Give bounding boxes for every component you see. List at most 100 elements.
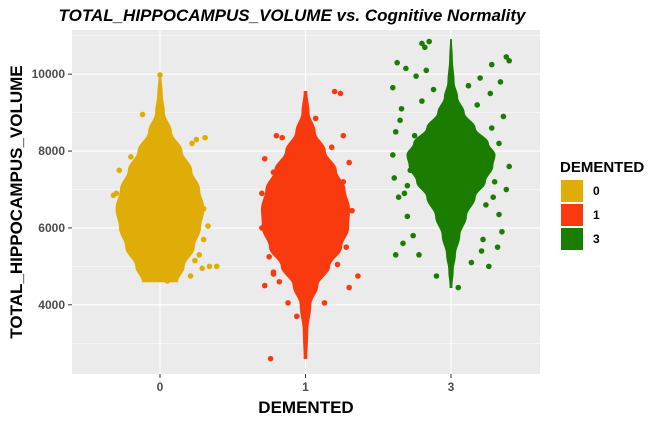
data-point-0	[196, 252, 203, 258]
data-point-0	[110, 192, 117, 199]
data-point-3	[416, 252, 422, 258]
data-point-3	[398, 105, 405, 112]
data-point-0	[213, 263, 220, 270]
data-point-3	[407, 167, 414, 174]
data-point-3	[500, 113, 507, 120]
data-point-3	[506, 163, 512, 170]
y-tick-label: 10000	[32, 67, 66, 81]
data-point-3	[404, 182, 411, 189]
data-point-1	[355, 273, 361, 279]
data-point-3	[496, 211, 502, 218]
data-point-1	[279, 134, 286, 141]
data-point-1	[293, 313, 300, 320]
data-point-1	[349, 207, 355, 214]
legend-label-0: 0	[593, 184, 600, 198]
data-point-1	[340, 132, 347, 139]
data-point-3	[483, 202, 489, 208]
data-point-3	[395, 194, 402, 200]
data-point-0	[200, 236, 207, 243]
data-point-0	[205, 223, 211, 229]
data-point-0	[189, 140, 195, 147]
data-point-0	[199, 265, 205, 272]
data-point-1	[346, 159, 352, 166]
data-point-1	[259, 190, 265, 197]
data-point-0	[157, 72, 163, 78]
data-point-3	[397, 117, 403, 124]
data-point-3	[503, 54, 510, 60]
data-point-1	[273, 132, 280, 139]
data-point-3	[423, 67, 430, 74]
data-point-3	[503, 186, 510, 193]
data-point-1	[331, 88, 338, 95]
data-point-3	[426, 38, 432, 45]
legend-swatch-1	[561, 204, 583, 226]
data-point-1	[334, 261, 341, 268]
data-point-1	[337, 90, 344, 97]
data-point-3	[413, 73, 419, 79]
violin-3	[406, 39, 496, 289]
y-tick-label: 8000	[38, 144, 65, 158]
data-point-0	[192, 257, 198, 264]
data-point-1	[346, 284, 352, 291]
y-axis-ticks: 4000 6000 8000 10000	[32, 67, 72, 312]
data-point-3	[430, 86, 437, 93]
data-point-3	[394, 59, 400, 66]
data-point-3	[491, 179, 498, 185]
data-point-1	[328, 144, 335, 151]
legend-label-1: 1	[593, 208, 600, 222]
data-point-1	[312, 115, 319, 122]
data-point-3	[403, 65, 409, 72]
data-point-3	[490, 194, 496, 200]
legend-swatch-3	[561, 228, 583, 250]
data-point-3	[433, 273, 440, 279]
data-point-3	[486, 263, 492, 270]
data-point-3	[480, 236, 486, 243]
data-point-1	[340, 179, 347, 185]
jitter-points	[110, 38, 512, 362]
data-point-1	[321, 300, 328, 306]
y-tick-label: 4000	[38, 298, 65, 312]
x-tick-label: 3	[448, 380, 455, 394]
data-point-3	[390, 152, 396, 158]
data-point-1	[339, 217, 345, 224]
data-point-3	[506, 57, 512, 64]
data-point-1	[270, 271, 277, 277]
data-point-0	[206, 263, 213, 270]
chart-title: TOTAL_HIPPOCAMPUS_VOLUME vs. Cognitive N…	[59, 6, 527, 25]
y-tick-label: 6000	[38, 221, 65, 235]
data-point-3	[474, 102, 480, 108]
data-point-3	[391, 175, 398, 181]
y-axis-title: TOTAL_HIPPOCAMPUS_VOLUME	[7, 65, 26, 338]
data-point-1	[276, 278, 283, 285]
data-point-1	[331, 186, 338, 193]
data-point-3	[465, 82, 472, 89]
data-point-3	[488, 61, 495, 68]
data-point-3	[494, 244, 501, 250]
x-tick-label: 0	[157, 380, 164, 394]
data-point-3	[390, 84, 396, 91]
data-point-3	[400, 240, 406, 247]
data-point-3	[411, 132, 418, 139]
data-point-3	[478, 248, 485, 254]
data-point-0	[116, 167, 123, 174]
data-point-0	[128, 154, 134, 160]
data-point-1	[261, 155, 268, 162]
data-point-3	[487, 90, 494, 97]
data-point-3	[455, 284, 462, 291]
legend: DEMENTED 0 1 3	[560, 159, 644, 250]
data-point-3	[392, 129, 399, 135]
data-point-3	[468, 259, 475, 266]
data-point-3	[488, 125, 495, 131]
x-axis-ticks: 0 1 3	[157, 374, 455, 394]
data-point-0	[202, 134, 208, 141]
data-point-0	[200, 205, 207, 212]
data-point-3	[477, 75, 483, 81]
data-point-0	[187, 273, 194, 279]
data-point-0	[139, 111, 146, 118]
data-point-1	[270, 169, 277, 176]
data-point-3	[496, 140, 502, 147]
violin-1	[260, 91, 351, 360]
data-point-1	[259, 225, 265, 231]
data-point-3	[401, 190, 408, 197]
